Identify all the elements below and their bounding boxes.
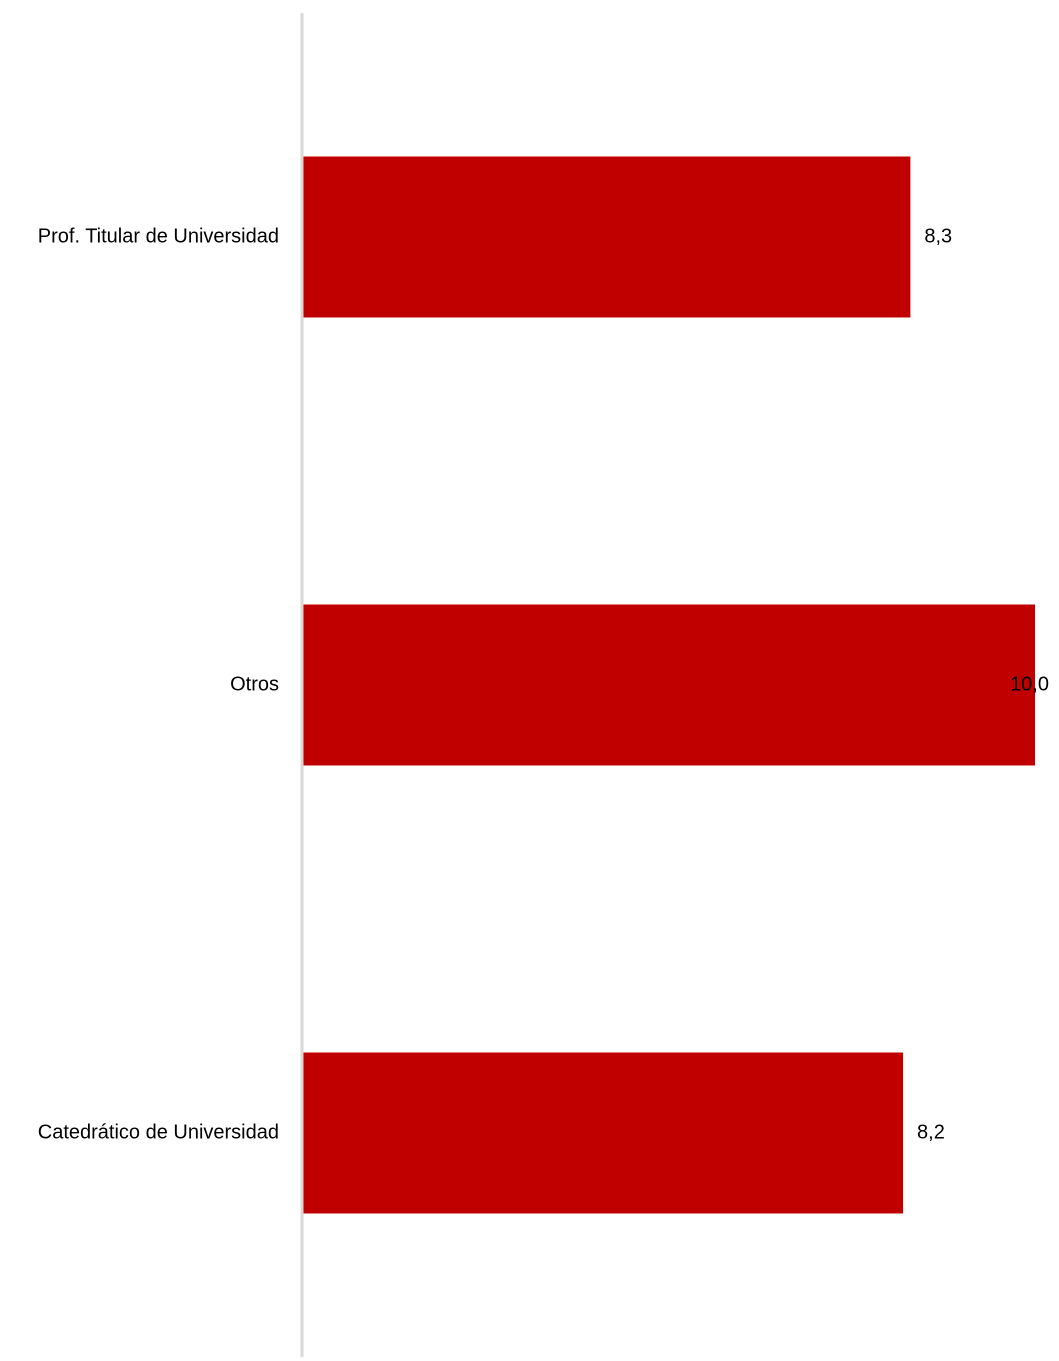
data-label-2: 8,2 <box>917 1121 945 1143</box>
bars-layer <box>302 156 1035 1214</box>
category-label-2: Catedrático de Universidad <box>38 1121 279 1143</box>
data-label-0: 8,3 <box>924 225 952 247</box>
bar-2 <box>302 1052 904 1214</box>
category-label-1: Otros <box>230 673 279 695</box>
category-label-0: Prof. Titular de Universidad <box>38 225 279 247</box>
labels-layer: Prof. Titular de Universidad 8,3 Otros 10,0… <box>38 225 1049 1143</box>
bar-1 <box>302 604 1035 766</box>
data-label-1: 10,0 <box>1010 673 1049 695</box>
bar-0 <box>302 156 911 318</box>
